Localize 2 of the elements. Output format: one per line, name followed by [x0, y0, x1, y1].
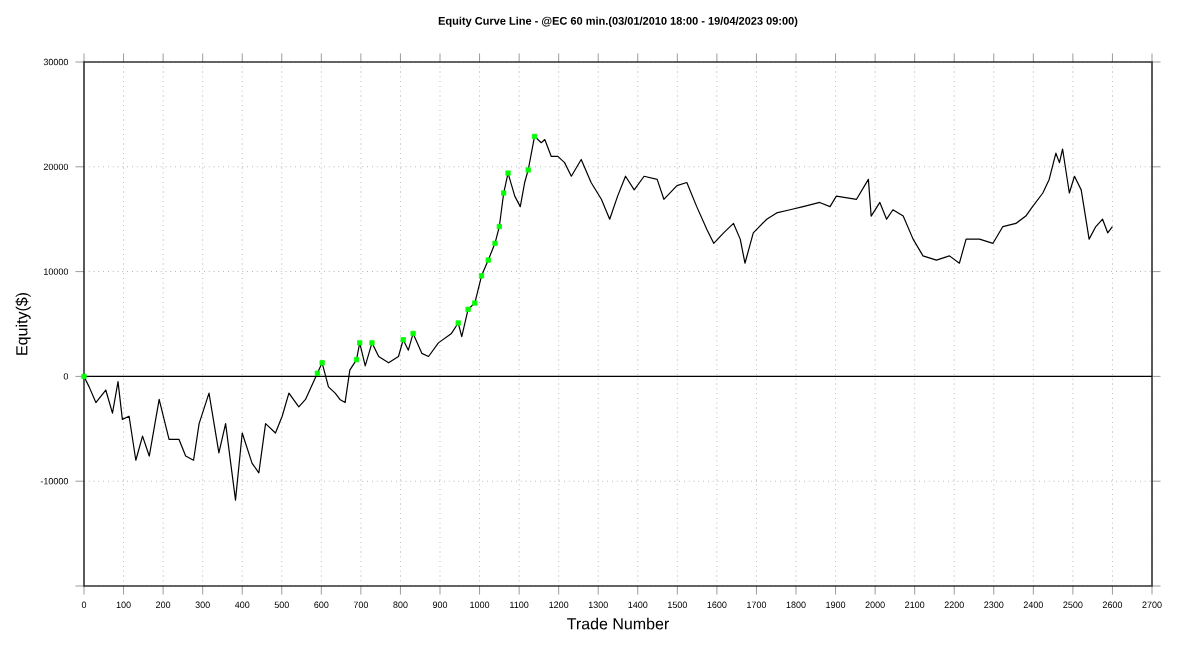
y-axis-title: Equity($): [15, 293, 31, 355]
x-axis-title: Trade Number: [567, 617, 669, 630]
